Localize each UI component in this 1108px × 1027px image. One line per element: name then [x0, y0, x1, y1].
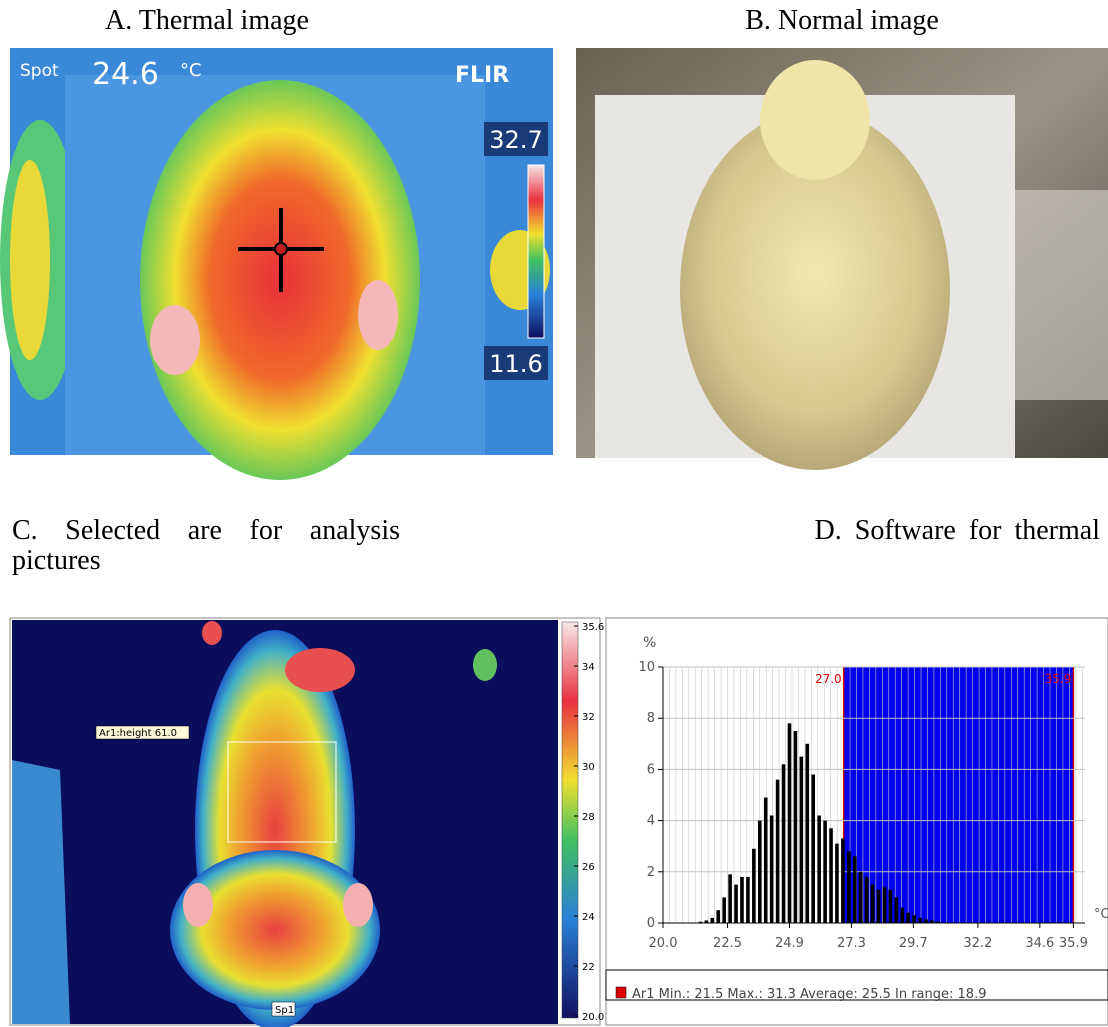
scale-min: 11.6: [489, 350, 542, 378]
bar: [740, 877, 744, 923]
y-tick-label: 0: [647, 916, 655, 931]
x-tick-label: 34.6: [1025, 936, 1054, 951]
scale-max: 32.7: [489, 126, 542, 154]
bar: [710, 918, 714, 923]
x-tick-label: 35.9: [1059, 936, 1088, 951]
bar: [918, 918, 922, 923]
colorbar-label: 26: [582, 862, 595, 873]
y-tick-label: 10: [638, 660, 655, 675]
bar: [841, 839, 845, 923]
x-tick-label: 27.3: [837, 936, 866, 951]
bar: [817, 815, 821, 923]
figure: Spot 24.6 °C FLIR 32.7 11.6 Ar1:height 6…: [0, 0, 1108, 1027]
x-tick-label: 24.9: [775, 936, 804, 951]
spot-label: Spot: [20, 61, 59, 81]
colorbar-label: 28: [582, 812, 595, 823]
spot-value: 24.6: [92, 57, 159, 92]
bar: [829, 828, 833, 923]
unit: °C: [180, 60, 202, 81]
area-label: Ar1:height 61.0: [99, 728, 177, 739]
bar: [900, 908, 904, 923]
bar: [788, 723, 792, 923]
bar: [871, 885, 875, 923]
photo: [576, 48, 1108, 470]
x-tick-label: 32.2: [963, 936, 992, 951]
bar: [865, 877, 869, 923]
x-tick-label: 20.0: [649, 936, 678, 951]
bar: [716, 910, 720, 923]
analysis-image: Ar1:height 61.0 Sp1 35.6 °C3432302826242…: [10, 618, 619, 1027]
page: A. Thermal image B. Normal image C. Sele…: [0, 0, 1108, 1027]
x-tick-label: 29.7: [899, 936, 928, 951]
bar: [906, 913, 910, 923]
bar: [823, 821, 827, 923]
bar: [728, 874, 732, 923]
bar: [805, 744, 809, 923]
bar: [859, 872, 863, 923]
x-axis-unit: °C: [1094, 907, 1108, 922]
colorbar-label: 22: [582, 962, 595, 973]
bar: [835, 844, 839, 923]
colorbar-label: 20.0: [582, 1012, 604, 1023]
spot-tag: Sp1: [275, 1005, 294, 1016]
bar: [883, 887, 887, 923]
range-fill: [844, 667, 1074, 923]
colorbar-label: 34: [582, 662, 595, 673]
bar: [782, 764, 786, 923]
bar: [770, 815, 774, 923]
histogram-panel: 27.0 35.9 0 2 4 6 8 10 20.0 22.5 24.9 27.3 29.7 32.2 3…: [606, 618, 1108, 1025]
colorbar-label: 24: [582, 912, 595, 923]
brand: FLIR: [455, 63, 509, 88]
y-tick-label: 6: [647, 762, 655, 777]
bar: [912, 915, 916, 923]
bar: [722, 897, 726, 923]
bar: [794, 731, 798, 923]
bar: [877, 890, 881, 923]
bar: [800, 757, 804, 923]
bar: [746, 877, 750, 923]
bar: [752, 849, 756, 923]
bar: [764, 798, 768, 923]
y-tick-label: 2: [647, 865, 655, 880]
range-label: 27.0: [815, 672, 842, 686]
bar: [924, 919, 928, 923]
x-tick-label: 22.5: [713, 936, 742, 951]
bar: [758, 821, 762, 923]
colorbar-label: 30: [582, 762, 595, 773]
bar: [853, 856, 857, 923]
colorbar-label: 32: [582, 712, 595, 723]
bar: [734, 885, 738, 923]
legend-swatch: [616, 987, 626, 998]
range-label: 35.9: [1045, 672, 1072, 686]
thermal-image: Spot 24.6 °C FLIR 32.7 11.6: [0, 48, 553, 480]
y-axis-label: %: [643, 635, 656, 651]
legend: Ar1 Min.: 21.5 Max.: 31.3 Average: 25.5 …: [632, 987, 986, 1002]
bar: [847, 851, 851, 923]
bar: [776, 780, 780, 923]
bar: [895, 897, 899, 923]
bar: [889, 890, 893, 923]
y-tick-label: 8: [647, 711, 655, 726]
bar: [811, 775, 815, 923]
y-tick-label: 4: [647, 814, 655, 829]
